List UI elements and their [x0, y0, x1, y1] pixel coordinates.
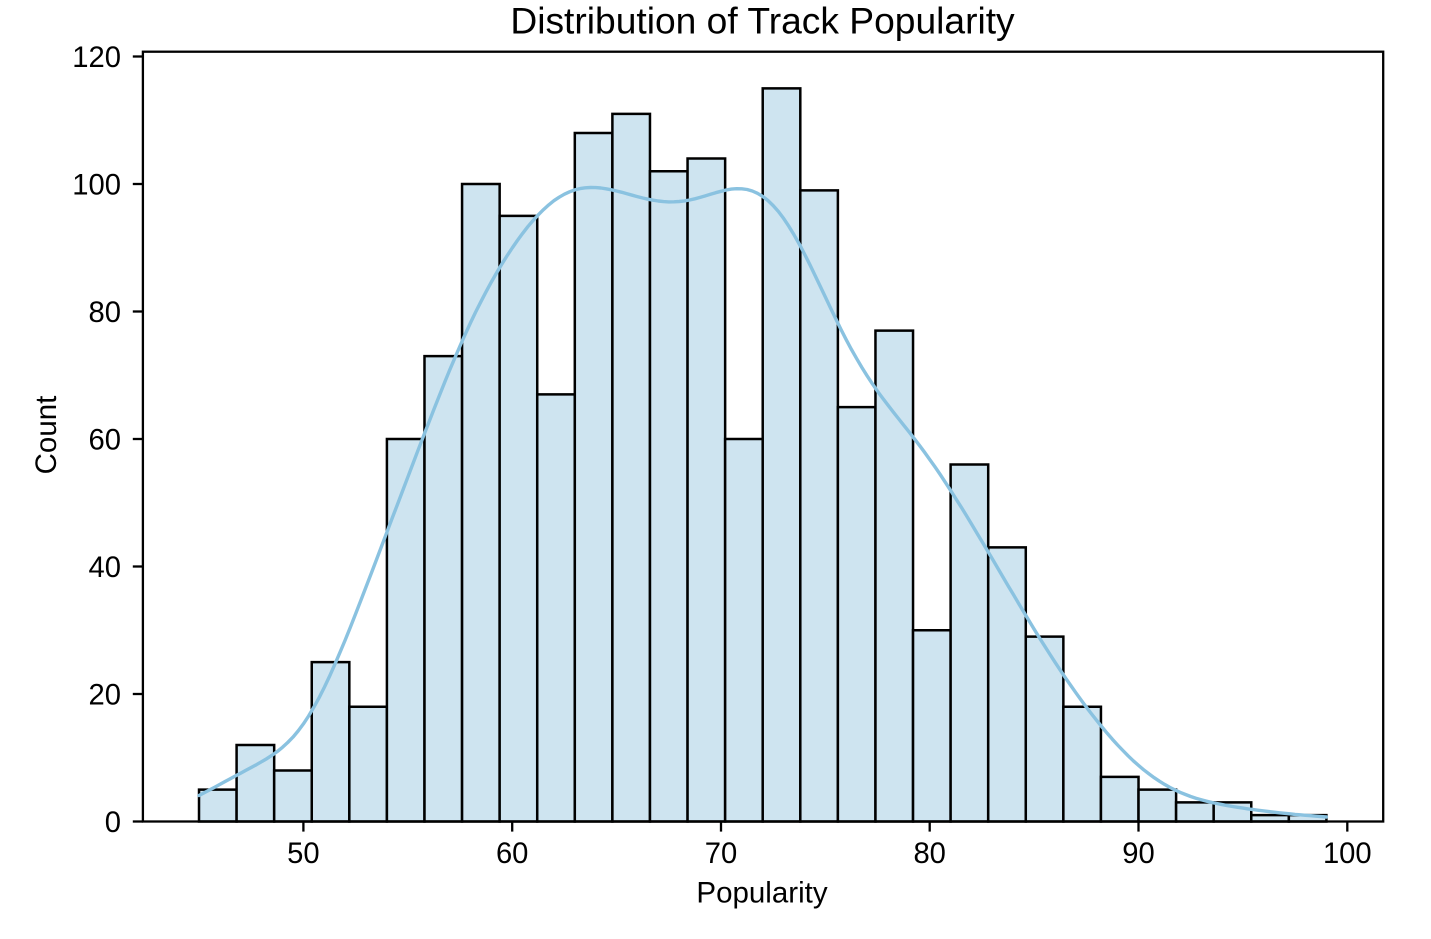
svg-text:50: 50	[287, 838, 319, 870]
svg-text:60: 60	[89, 425, 121, 457]
svg-text:Distribution of Track Populari: Distribution of Track Popularity	[510, 0, 1015, 42]
svg-text:100: 100	[1323, 838, 1372, 870]
svg-text:100: 100	[72, 170, 121, 202]
svg-text:120: 120	[72, 42, 121, 74]
svg-text:20: 20	[89, 680, 121, 712]
svg-text:Count: Count	[30, 396, 63, 475]
svg-text:80: 80	[89, 297, 121, 329]
svg-text:60: 60	[496, 838, 528, 870]
svg-text:0: 0	[105, 807, 121, 839]
svg-text:70: 70	[705, 838, 737, 870]
svg-text:80: 80	[913, 838, 945, 870]
svg-text:Popularity: Popularity	[696, 876, 827, 909]
svg-text:90: 90	[1122, 838, 1154, 870]
svg-text:40: 40	[89, 552, 121, 584]
